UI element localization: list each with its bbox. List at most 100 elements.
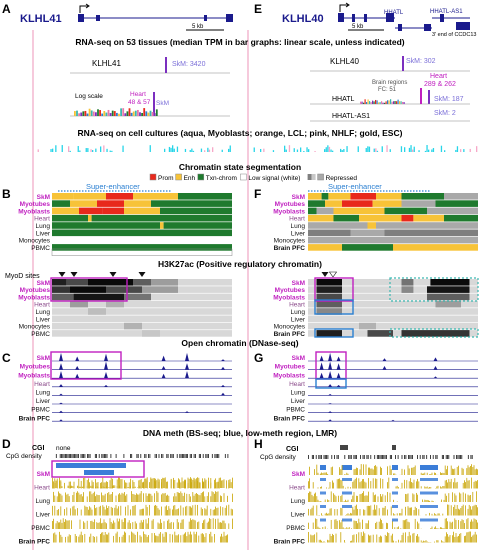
cpg-tick bbox=[327, 455, 329, 459]
meth-bar bbox=[317, 526, 319, 529]
dnase-peak bbox=[104, 353, 108, 361]
h3-peak bbox=[316, 300, 342, 308]
cpg-tick bbox=[55, 454, 57, 458]
meth-bar bbox=[154, 480, 155, 489]
meth-bar bbox=[193, 531, 195, 543]
culture-bar bbox=[52, 148, 54, 152]
culture-bar bbox=[373, 148, 375, 152]
meth-bar bbox=[431, 513, 433, 516]
culture-bar bbox=[341, 150, 343, 152]
rnaseq-right-gene-hhatl: HHATL bbox=[332, 96, 355, 103]
meth-bar bbox=[96, 522, 98, 529]
meth-bar bbox=[154, 493, 155, 502]
cpg-tick bbox=[206, 454, 208, 458]
meth-bar bbox=[186, 536, 188, 543]
meth-bar bbox=[477, 469, 478, 475]
meth-bar bbox=[450, 478, 452, 489]
meth-bar bbox=[173, 522, 174, 529]
meth-bar bbox=[167, 494, 168, 502]
meth-bar bbox=[308, 508, 309, 516]
meth-bar bbox=[77, 508, 78, 516]
row-label: Monocytes bbox=[19, 238, 51, 245]
meth-bar bbox=[321, 486, 322, 489]
meth-bar bbox=[354, 478, 356, 489]
cpg-tick bbox=[105, 454, 107, 458]
dnase-peak bbox=[59, 419, 63, 422]
log-bar bbox=[141, 112, 143, 116]
meth-bar bbox=[358, 532, 360, 543]
meth-bar bbox=[221, 522, 222, 529]
meth-bar bbox=[67, 520, 69, 529]
meth-bar bbox=[380, 535, 381, 543]
hhatl-bar bbox=[390, 99, 392, 104]
meth-bar bbox=[394, 527, 396, 529]
meth-bar bbox=[443, 473, 445, 475]
meth-bar bbox=[350, 541, 351, 543]
culture-bar bbox=[410, 145, 412, 152]
meth-bar bbox=[94, 536, 95, 543]
meth-bar bbox=[425, 514, 427, 516]
meth-bar bbox=[416, 481, 417, 489]
lmr-bar bbox=[420, 478, 438, 481]
cpg-tick bbox=[182, 454, 183, 458]
meth-bar bbox=[228, 523, 230, 529]
meth-bar bbox=[364, 481, 366, 489]
meth-bar bbox=[380, 518, 381, 529]
meth-bar bbox=[470, 494, 471, 502]
meth-bar bbox=[212, 518, 214, 529]
meth-bar bbox=[426, 486, 428, 489]
lmr-bar bbox=[342, 465, 352, 470]
h3-peak bbox=[316, 308, 342, 315]
chromatin-segment bbox=[342, 200, 373, 207]
meth-bar bbox=[198, 481, 200, 489]
log-bar bbox=[76, 110, 78, 116]
meth-bar bbox=[436, 528, 438, 529]
culture-bar bbox=[55, 145, 57, 152]
meth-bar bbox=[471, 519, 472, 529]
meth-bar bbox=[416, 492, 417, 502]
meth-bar bbox=[216, 491, 218, 502]
cpg-tick bbox=[362, 455, 364, 459]
meth-bar bbox=[321, 540, 322, 543]
meth-bar bbox=[90, 491, 92, 502]
meth-bar bbox=[422, 541, 423, 543]
cpg-tick bbox=[374, 455, 376, 459]
meth-bar bbox=[413, 509, 415, 516]
meth-bar bbox=[102, 495, 104, 502]
chromatin-segment bbox=[444, 214, 478, 222]
meth-bar bbox=[148, 518, 149, 529]
h3-peak bbox=[73, 293, 124, 301]
row-label: PBMC bbox=[31, 407, 50, 414]
meth-left-cgi: CGI bbox=[32, 445, 45, 452]
meth-bar bbox=[221, 533, 222, 543]
chromatin-segment bbox=[444, 193, 478, 200]
meth-bar bbox=[145, 493, 147, 502]
meth-bar bbox=[193, 495, 195, 502]
meth-bar bbox=[376, 478, 378, 489]
meth-bar bbox=[173, 505, 174, 516]
meth-bar bbox=[388, 477, 390, 489]
culture-bar bbox=[303, 150, 305, 152]
cpg-tick bbox=[405, 455, 407, 459]
cpg-tick bbox=[170, 454, 172, 458]
meth-bar bbox=[468, 495, 470, 502]
meth-bar bbox=[163, 521, 165, 529]
meth-bar bbox=[148, 493, 149, 502]
meth-bar bbox=[341, 519, 343, 529]
meth-bar bbox=[334, 509, 336, 516]
hhatl-bar bbox=[384, 102, 386, 104]
meth-bar bbox=[116, 479, 118, 489]
meth-bar bbox=[202, 508, 203, 516]
h3-peak bbox=[151, 279, 178, 286]
chromatin-legend: Prom Enh Txn-chrom Low signal (white) Repres… bbox=[149, 173, 357, 182]
meth-bar bbox=[227, 534, 228, 543]
meth-bar bbox=[416, 535, 417, 543]
meth-bar bbox=[55, 523, 57, 529]
chromatin-segment bbox=[359, 207, 385, 215]
meth-bar bbox=[327, 473, 328, 475]
meth-bar bbox=[425, 500, 427, 502]
meth-bar bbox=[127, 505, 129, 516]
meth-bar bbox=[221, 480, 222, 488]
meth-bar bbox=[140, 491, 142, 502]
meth-bar bbox=[364, 509, 366, 516]
